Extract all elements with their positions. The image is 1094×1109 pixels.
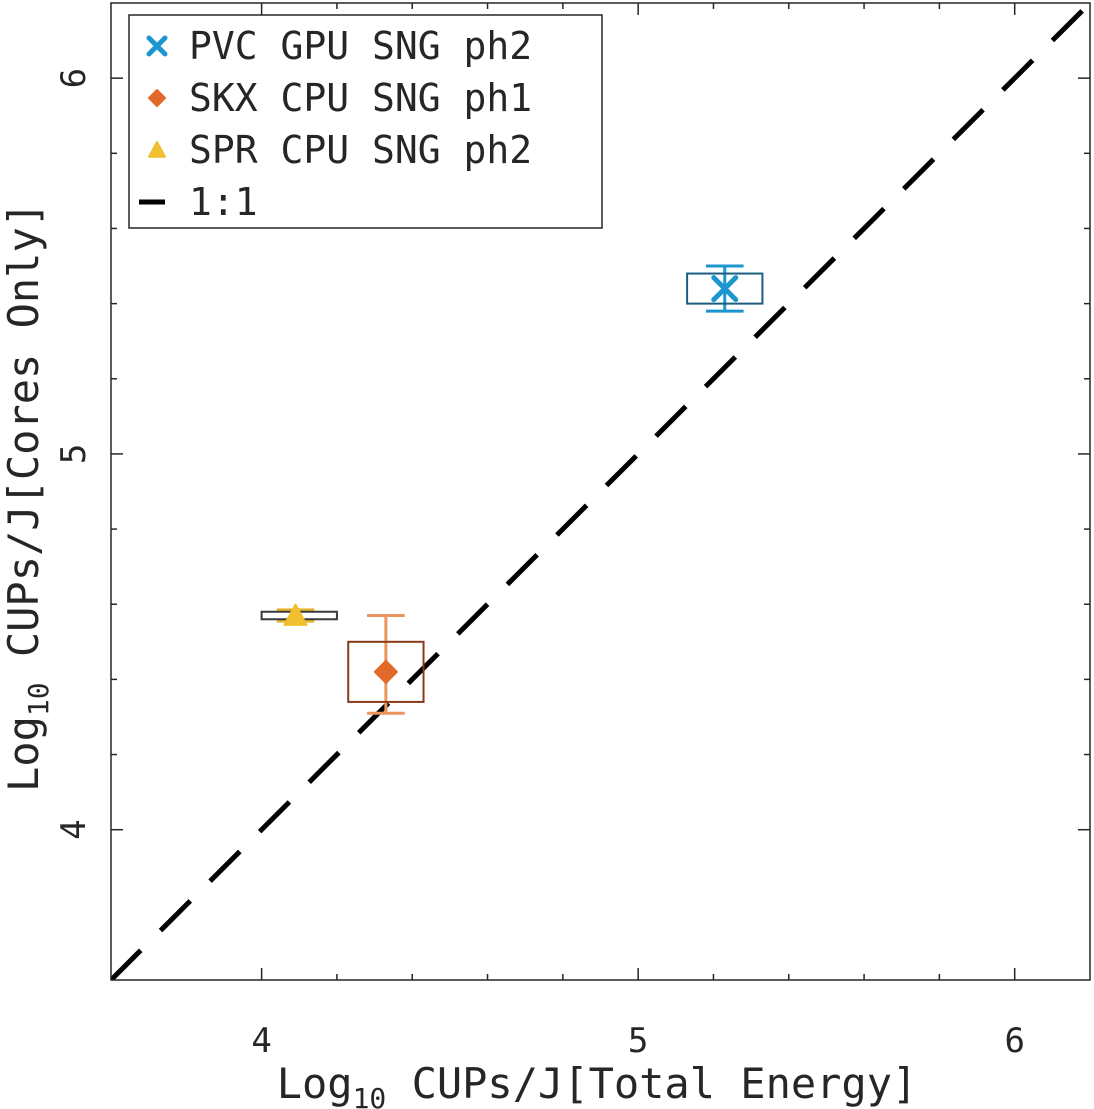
data-point xyxy=(283,603,308,626)
uncertainty-box xyxy=(347,640,425,703)
reference-line-group xyxy=(111,3,1090,980)
y-tick-label: 6 xyxy=(54,68,94,88)
x-tick-label: 4 xyxy=(251,1021,271,1061)
legend-item: SKX CPU SNG ph1 xyxy=(148,76,532,120)
legend-marker-icon xyxy=(148,141,166,158)
plot-frame xyxy=(110,2,1091,981)
reference-line-1-1 xyxy=(111,3,1090,980)
legend-label: 1:1 xyxy=(189,180,258,224)
legend-marker-icon xyxy=(148,89,166,107)
x-tick-label: 6 xyxy=(1004,1021,1024,1061)
series-2 xyxy=(347,614,425,715)
legend-label: PVC GPU SNG ph2 xyxy=(189,24,532,68)
legend-item: PVC GPU SNG ph2 xyxy=(146,24,532,68)
y-tick-label: 5 xyxy=(54,444,94,464)
legend-item: SPR CPU SNG ph2 xyxy=(148,128,532,172)
legend-label: SPR CPU SNG ph2 xyxy=(189,128,532,172)
x-tick-label: 5 xyxy=(628,1021,648,1061)
uncertainty-box xyxy=(686,272,764,305)
axis-ticks xyxy=(111,3,1090,980)
legend-marker-icon xyxy=(146,35,168,57)
data-point xyxy=(711,275,739,303)
y-axis-label: Log10 CUPs/J[Cores Only] xyxy=(0,202,55,792)
legend: PVC GPU SNG ph2 SKX CPU SNG ph1 SPR CPU SN… xyxy=(128,14,603,229)
legend-label: SKX CPU SNG ph1 xyxy=(189,76,532,120)
legend-item: 1:1 xyxy=(139,180,258,224)
series-3 xyxy=(260,603,338,626)
tick-labels: 4 4 5 5 6 6 xyxy=(54,68,1025,1061)
data-point xyxy=(373,659,398,684)
series-group xyxy=(260,264,764,715)
x-axis-label: Log10 CUPs/J[Total Energy] xyxy=(277,1059,918,1109)
y-tick-label: 4 xyxy=(54,819,94,839)
series-1 xyxy=(686,264,764,313)
legend-box xyxy=(128,14,603,229)
